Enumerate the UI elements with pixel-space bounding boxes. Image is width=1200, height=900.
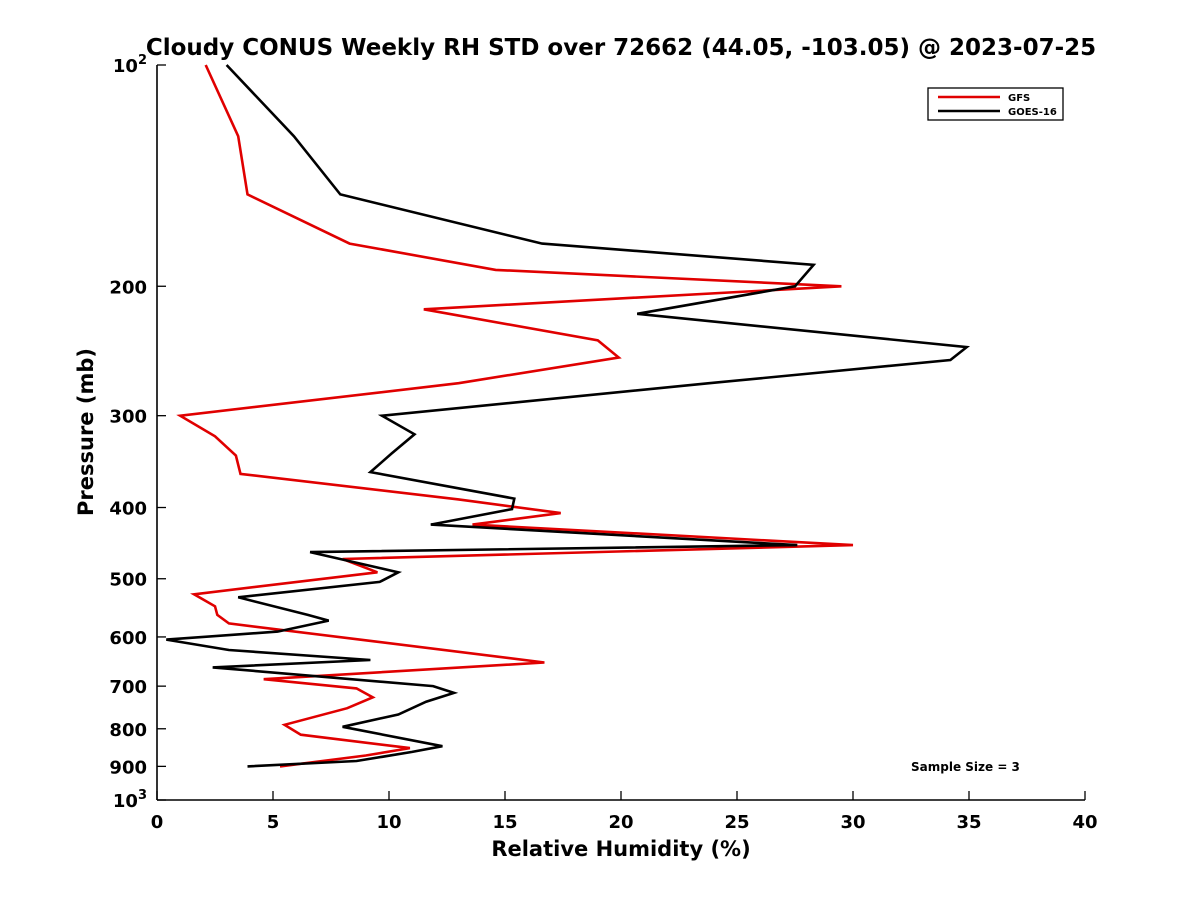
x-tick-label-6: 30	[840, 812, 865, 833]
y-tick-label-0: 102	[113, 53, 147, 77]
x-axis-label: Relative Humidity (%)	[491, 837, 750, 861]
plot-series-group	[166, 64, 971, 768]
series-line-0	[176, 64, 854, 768]
x-tick-label-5: 25	[724, 812, 749, 833]
legend: GFS GOES-16	[927, 87, 1064, 121]
x-tick-label-2: 10	[376, 812, 401, 833]
series-line-1	[166, 64, 971, 768]
y-axis-label: Pressure (mb)	[74, 348, 98, 516]
y-tick-label-1: 200	[109, 277, 147, 298]
y-tick-label-9: 103	[113, 788, 147, 812]
y-tick-label-4: 500	[109, 570, 147, 591]
y-tick-label-7: 800	[109, 720, 147, 741]
x-tick-label-0: 0	[151, 812, 164, 833]
x-ticks-group: 0 5 10 15 20 25 30 35 40	[151, 791, 1098, 833]
chart-title: Cloudy CONUS Weekly RH STD over 72662 (4…	[146, 35, 1096, 61]
y-tick-label-8: 900	[109, 757, 147, 778]
x-tick-label-7: 35	[956, 812, 981, 833]
legend-label-1: GOES-16	[1008, 107, 1057, 118]
legend-label-0: GFS	[1008, 93, 1030, 104]
x-tick-label-1: 5	[267, 812, 280, 833]
y-tick-label-6: 700	[109, 677, 147, 698]
y-tick-label-5: 600	[109, 628, 147, 649]
legend-box	[927, 87, 1064, 121]
sample-size-annotation: Sample Size = 3	[911, 760, 1020, 774]
y-tick-label-2: 300	[109, 407, 147, 428]
x-tick-label-3: 15	[492, 812, 517, 833]
x-tick-label-8: 40	[1072, 812, 1097, 833]
y-tick-label-3: 400	[109, 499, 147, 520]
x-tick-label-4: 20	[608, 812, 633, 833]
y-ticks-group: 102 200 300 400 500 600 700 800 900 103	[109, 53, 166, 812]
